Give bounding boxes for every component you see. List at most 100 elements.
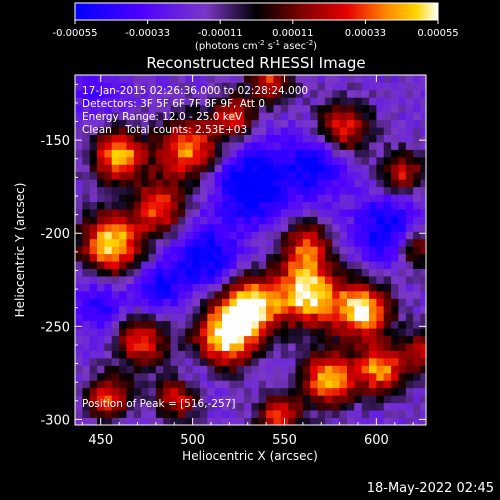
- heatmap-cell: [155, 89, 164, 98]
- heatmap-cell: [89, 276, 98, 284]
- heatmap-cell: [126, 201, 135, 210]
- heatmap-cell: [170, 410, 179, 418]
- heatmap-cell: [383, 417, 392, 425]
- heatmap-cell: [339, 216, 348, 225]
- heatmap-cell: [244, 387, 252, 396]
- heatmap-cell: [420, 298, 426, 307]
- heatmap-cell: [82, 350, 91, 359]
- heatmap-cell: [170, 365, 179, 374]
- heatmap-cell: [346, 343, 355, 351]
- heatmap-cell: [185, 134, 194, 143]
- heatmap-cell: [310, 209, 318, 217]
- heatmap-cell: [214, 313, 223, 322]
- heatmap-cell: [273, 320, 282, 329]
- heatmap-cell: [376, 186, 385, 195]
- heatmap-cell: [89, 372, 98, 381]
- heatmap-cell: [170, 313, 179, 322]
- heatmap-cell: [119, 82, 127, 91]
- heatmap-cell: [398, 372, 407, 381]
- heatmap-cell: [339, 268, 348, 277]
- heatmap-cell: [229, 209, 238, 217]
- heatmap-cell: [119, 97, 127, 106]
- heatmap-cell: [192, 171, 201, 180]
- heatmap-cell: [310, 395, 318, 404]
- heatmap-cell: [317, 134, 326, 143]
- heatmap-cell: [332, 268, 341, 277]
- heatmap-cell: [119, 372, 127, 381]
- heatmap-cell: [177, 89, 186, 98]
- heatmap-cell: [75, 134, 83, 143]
- heatmap-cell: [222, 298, 230, 307]
- heatmap-cell: [177, 75, 186, 83]
- heatmap-cell: [155, 343, 164, 351]
- heatmap-cell: [185, 320, 194, 329]
- heatmap-cell: [354, 335, 363, 344]
- heatmap-cell: [170, 343, 179, 351]
- heatmap-cell: [361, 290, 370, 299]
- heatmap-cell: [185, 365, 194, 374]
- heatmap-cell: [163, 402, 171, 411]
- heatmap-cell: [170, 417, 179, 425]
- heatmap-cell: [420, 357, 426, 366]
- heatmap-cell: [148, 380, 157, 389]
- heatmap-cell: [295, 395, 304, 404]
- heatmap-cell: [170, 402, 179, 411]
- heatmap-cell: [155, 149, 164, 158]
- heatmap-cell: [104, 75, 113, 83]
- heatmap-cell: [75, 328, 83, 337]
- heatmap-cell: [133, 194, 142, 202]
- heatmap-cell: [75, 417, 83, 425]
- heatmap-cell: [192, 75, 201, 83]
- heatmap-cell: [391, 305, 399, 314]
- heatmap-cell: [163, 186, 171, 195]
- heatmap-cell: [310, 402, 318, 411]
- heatmap-cell: [376, 298, 385, 307]
- heatmap-cell: [244, 365, 252, 374]
- heatmap-cell: [199, 343, 208, 351]
- heatmap-cell: [214, 201, 223, 210]
- heatmap-cell: [133, 380, 142, 389]
- heatmap-cell: [214, 350, 223, 359]
- heatmap-cell: [141, 89, 149, 98]
- heatmap-cell: [413, 387, 421, 396]
- heatmap-cell: [185, 75, 194, 83]
- heatmap-cell: [163, 201, 171, 210]
- heatmap-cell: [405, 216, 414, 225]
- heatmap-cell: [244, 328, 252, 337]
- heatmap-cell: [295, 380, 304, 389]
- heatmap-cell: [170, 186, 179, 195]
- heatmap-cell: [244, 350, 252, 359]
- heatmap-cell: [89, 387, 98, 396]
- heatmap-cell: [310, 134, 318, 143]
- heatmap-cell: [302, 156, 311, 165]
- heatmap-cell: [170, 335, 179, 344]
- heatmap-cell: [82, 223, 91, 232]
- heatmap-cell: [119, 387, 127, 396]
- heatmap-cell: [207, 328, 216, 337]
- heatmap-cell: [141, 313, 149, 322]
- heatmap-cell: [133, 156, 142, 165]
- heatmap-cell: [177, 410, 186, 418]
- heatmap-cell: [229, 142, 238, 150]
- heatmap-cell: [332, 134, 341, 143]
- heatmap-cell: [288, 238, 296, 247]
- heatmap-cell: [324, 335, 333, 344]
- heatmap-cell: [89, 246, 98, 255]
- heatmap-cell: [361, 365, 370, 374]
- heatmap-cell: [398, 395, 407, 404]
- heatmap-cell: [111, 328, 120, 337]
- heatmap-cell: [288, 387, 296, 396]
- heatmap-cell: [244, 127, 252, 135]
- heatmap-cell: [185, 343, 194, 351]
- heatmap-cell: [361, 387, 370, 396]
- heatmap-cell: [185, 253, 194, 262]
- heatmap-cell: [82, 89, 91, 98]
- heatmap-cell: [82, 246, 91, 255]
- heatmap-cell: [170, 171, 179, 180]
- heatmap-cell: [207, 357, 216, 366]
- heatmap-cell: [199, 171, 208, 180]
- heatmap-cell: [89, 164, 98, 173]
- heatmap-cell: [89, 402, 98, 411]
- heatmap-cell: [324, 201, 333, 210]
- heatmap-cell: [133, 328, 142, 337]
